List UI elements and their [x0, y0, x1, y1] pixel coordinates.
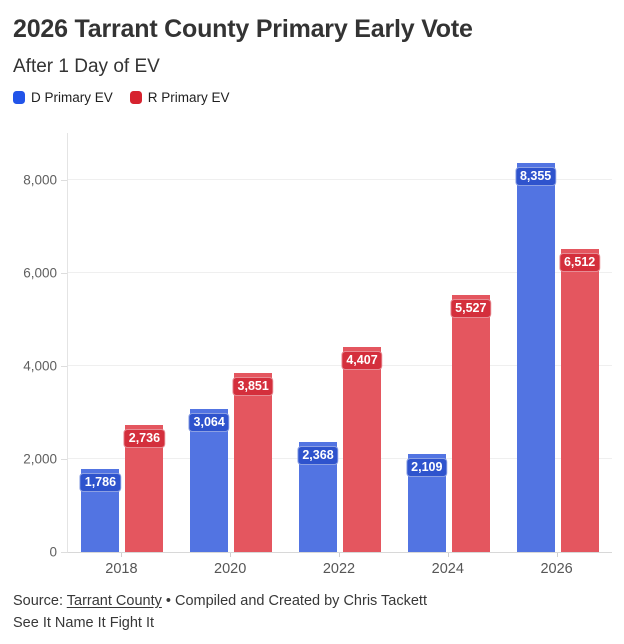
- bar-value-label: 2,368: [297, 445, 339, 465]
- bar-value-label: 2,736: [123, 428, 166, 448]
- bar-d-2020: 3,064: [188, 409, 230, 552]
- y-axis-tick: [61, 552, 67, 553]
- bar-r-2026: 6,512: [558, 248, 601, 552]
- bar-r-2018: 2,736: [123, 424, 166, 552]
- bar-value-label: 2,109: [406, 457, 448, 477]
- bar-r-2022: 4,407: [341, 346, 383, 552]
- source-prefix: Source:: [13, 593, 67, 609]
- x-axis-label: 2020: [214, 561, 247, 577]
- bar-r-2024: 5,527: [450, 294, 492, 552]
- bar-value-label: 3,064: [188, 413, 230, 433]
- bar-value-label: 1,786: [79, 472, 122, 492]
- x-axis-label: 2026: [540, 561, 573, 577]
- bar-value-label: 4,407: [341, 350, 383, 370]
- y-axis-label: 6,000: [23, 265, 57, 281]
- x-axis-tick: [447, 553, 449, 557]
- x-axis-label: 2018: [105, 561, 138, 577]
- bar-r-2020: 3,851: [232, 372, 274, 552]
- y-axis-label: 8,000: [23, 172, 57, 188]
- y-axis-tick: [61, 365, 67, 367]
- chart-subtitle: After 1 Day of EV: [13, 56, 160, 77]
- bar-value-label: 3,851: [232, 376, 274, 396]
- gridline: [68, 364, 612, 366]
- x-axis-label: 2024: [431, 561, 464, 577]
- gridline: [68, 457, 612, 459]
- bar-d-2022: 2,368: [297, 441, 339, 552]
- x-axis-tick: [230, 553, 232, 557]
- gridline: [68, 271, 612, 273]
- source-line: Source: Tarrant County • Compiled and Cr…: [13, 591, 427, 613]
- y-axis-label: 0: [49, 544, 57, 560]
- x-axis-tick: [556, 553, 558, 557]
- bar-d-2018: 1,786: [79, 468, 122, 552]
- r-primary-swatch-icon: [129, 91, 142, 104]
- legend-label-d-primary: D Primary EV: [31, 90, 113, 105]
- legend-label-r-primary: R Primary EV: [147, 90, 230, 105]
- y-axis-tick: [61, 179, 67, 181]
- d-primary-swatch-icon: [13, 91, 25, 104]
- y-axis-label: 4,000: [23, 358, 57, 374]
- credit-text: • Compiled and Created by Chris Tackett: [161, 593, 427, 609]
- x-axis-label: 2022: [322, 561, 356, 577]
- legend-item-d-primary: D Primary EV: [13, 90, 113, 105]
- bar-d-2024: 2,109: [406, 453, 448, 552]
- bar-value-label: 6,512: [558, 252, 601, 272]
- bar-value-label: 5,527: [450, 298, 492, 318]
- bar-d-2026: 8,355: [514, 163, 557, 552]
- y-axis-tick: [61, 272, 67, 274]
- y-axis-tick: [61, 458, 67, 460]
- footer: Source: Tarrant County • Compiled and Cr…: [13, 591, 427, 634]
- gridline: [68, 178, 612, 180]
- bar-chart-plot-area: 1,786 2,736 3,064 3,851 2,368 4,407 2,109 5,527…: [67, 133, 612, 553]
- tagline: See It Name It Fight It: [13, 614, 155, 631]
- source-link[interactable]: Tarrant County: [66, 593, 162, 609]
- y-axis-label: 2,000: [23, 451, 57, 467]
- legend-item-r-primary: R Primary EV: [129, 90, 230, 105]
- x-axis-tick: [339, 553, 340, 557]
- chart-title: 2026 Tarrant County Primary Early Vote: [13, 15, 473, 43]
- legend: D Primary EV R Primary EV: [13, 90, 230, 105]
- x-axis-tick: [121, 553, 123, 557]
- bar-value-label: 8,355: [514, 167, 557, 187]
